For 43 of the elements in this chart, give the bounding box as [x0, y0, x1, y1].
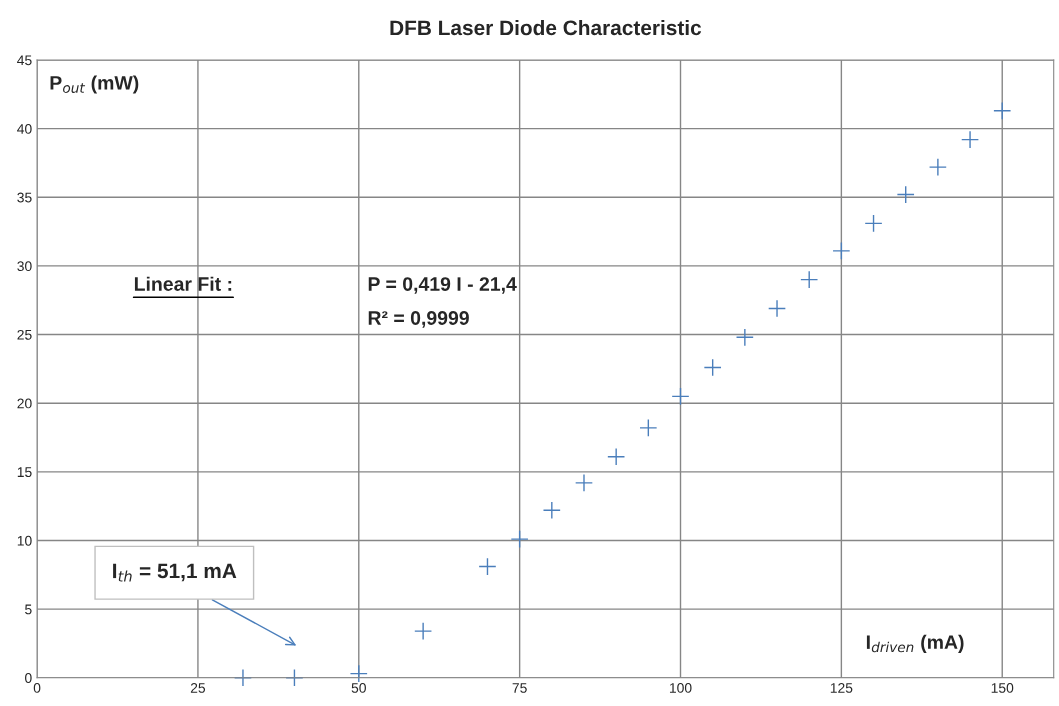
x-tick-label: 50: [351, 682, 366, 693]
annotation: P = 0,419 I - 21,4: [368, 277, 517, 294]
y-tick-label: 15: [17, 467, 32, 478]
annotation: R² = 0,9999: [368, 311, 469, 328]
point: [607, 447, 626, 466]
x-tick-label: 75: [512, 683, 527, 693]
point: [864, 214, 883, 233]
point: [703, 358, 722, 377]
point: [671, 387, 690, 406]
y-tick-label: 25: [17, 329, 32, 340]
point: [800, 270, 819, 289]
x-tick-label: 100: [669, 682, 692, 693]
point: [735, 328, 754, 347]
y-tick-label: 45: [17, 55, 32, 66]
point: [478, 557, 497, 576]
y-tick-label: 5: [25, 604, 32, 615]
x-tick-label: 25: [190, 682, 206, 693]
annotation: Linear Fit :: [134, 276, 232, 291]
y-axis-title: P$_{out}$ (mW): [50, 75, 139, 94]
x-tick-label: 150: [991, 682, 1014, 693]
point: [993, 101, 1012, 120]
point: [832, 241, 851, 260]
point: [414, 622, 433, 641]
point: [767, 299, 787, 318]
x-axis-title: I$_{driven}$ (mA): [866, 634, 964, 653]
point: [928, 158, 947, 177]
annotation: I$_{th}$ = 51,1 mA: [113, 563, 237, 582]
point: [639, 418, 658, 437]
point: [896, 185, 915, 204]
x-tick-label: 125: [830, 682, 853, 693]
point: [574, 473, 594, 492]
point: [510, 530, 529, 549]
point: [961, 130, 980, 149]
point: [542, 501, 561, 520]
y-tick-label: 40: [17, 123, 32, 134]
y-tick-label: 35: [17, 192, 32, 203]
point: [349, 664, 368, 683]
y-tick-label: 0: [25, 673, 32, 683]
y-tick-label: 20: [17, 398, 32, 409]
y-tick-label: 10: [17, 535, 32, 546]
x-tick-label: 0: [33, 682, 41, 693]
y-tick-label: 30: [17, 261, 32, 272]
chart-title: DFB Laser Diode Characteristic: [390, 19, 702, 36]
